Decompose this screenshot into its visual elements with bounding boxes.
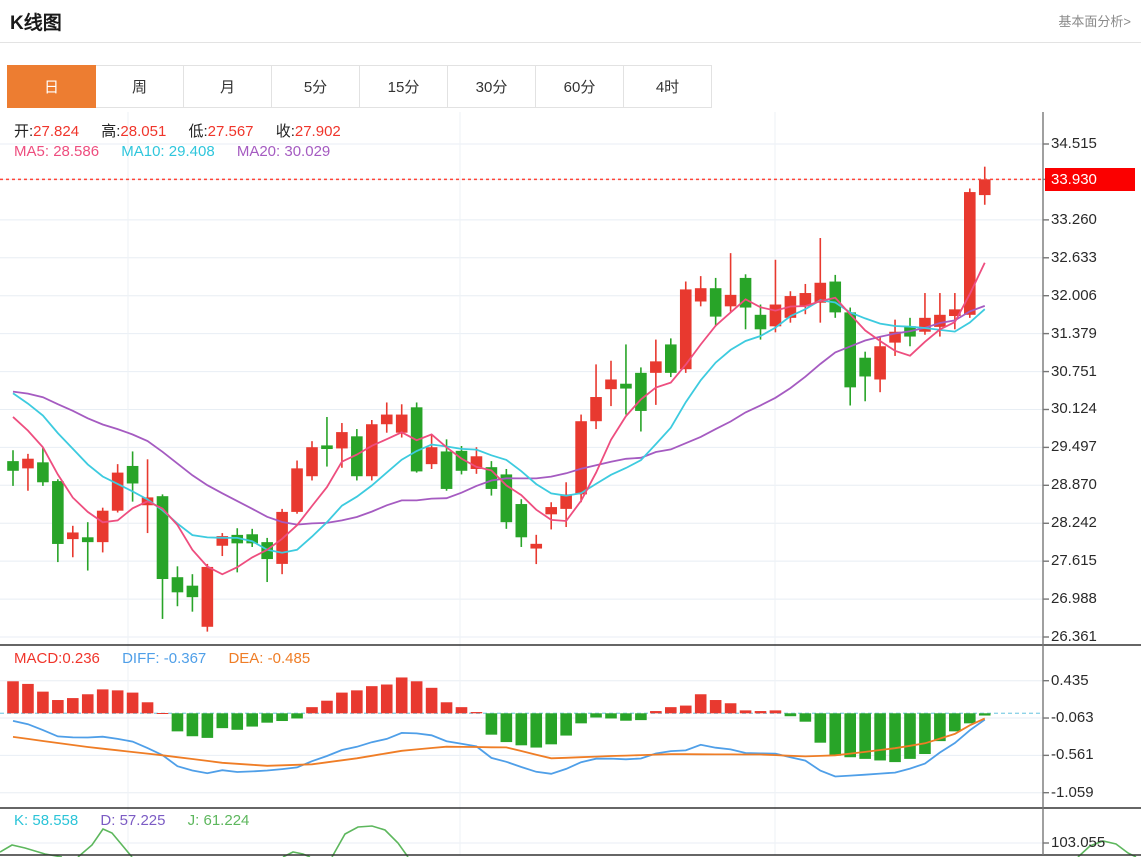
tab-月[interactable]: 月 [183,65,272,108]
ma5-label: MA5: [14,143,50,160]
current-price-chip: 33.930 [1045,168,1135,192]
j-line [77,827,133,857]
price-tick-label: 32.633 [1051,248,1097,266]
tab-4时[interactable]: 4时 [623,65,712,108]
k-value: 58.558 [32,812,79,829]
ma20-line [12,305,986,526]
macd-tick-label: -0.063 [1051,709,1094,727]
close-label: 收: [275,123,295,140]
open-value: 27.824 [33,123,80,140]
macd-tick-label: -1.059 [1051,783,1094,801]
j-value: 61.224 [203,812,250,829]
price-tick-label: 29.497 [1051,438,1097,456]
dea-label: DEA: [228,650,264,667]
candles-group [7,166,991,632]
page-title: K线图 [10,13,62,34]
period-tabbar: 日周月 5分 15分 30分 60分 4时 [7,65,712,108]
dea-value: -0.485 [267,650,311,667]
price-tick-label: 34.515 [1051,135,1097,152]
diff-label: DIFF: [122,650,160,667]
kdj-tick-label: 103.055 [1051,834,1106,851]
high-label: 高: [101,123,121,140]
price-tick-label: 26.988 [1051,590,1097,608]
price-tick-label: 27.615 [1051,552,1097,570]
price-tick-label: 26.361 [1051,628,1097,645]
price-tick-label: 28.870 [1051,476,1097,494]
tab-30分[interactable]: 30分 [447,65,536,108]
macd-tick-label: -0.561 [1051,746,1094,764]
d-value: 57.225 [119,812,166,829]
k-label: K: [14,812,29,829]
d-label: D: [100,812,116,829]
tab-周[interactable]: 周 [95,65,184,108]
price-tick-label: 30.751 [1051,362,1097,380]
j-label: J: [187,812,200,829]
ma10-value: 29.408 [168,143,215,160]
price-tick-label: 30.124 [1051,400,1097,418]
price-tick-label: 32.006 [1051,286,1097,304]
ma20-label: MA20: [236,143,281,160]
price-tick-label: 28.242 [1051,514,1097,532]
ma5-line [12,262,986,576]
price-tick-label: 31.379 [1051,324,1097,342]
macd-label: MACD: [14,650,63,667]
dea-line [12,717,986,767]
tab-15分[interactable]: 15分 [359,65,448,108]
tab-5分[interactable]: 5分 [271,65,360,108]
ma5-value: 28.586 [53,143,100,160]
ma10-label: MA10: [121,143,165,160]
tab-日[interactable]: 日 [7,65,96,108]
low-label: 低: [188,123,208,140]
j-line [331,825,409,857]
ma20-value: 30.029 [284,143,331,160]
macd-value: 0.236 [62,650,100,667]
low-value: 27.567 [207,123,254,140]
tab-60分[interactable]: 60分 [535,65,624,108]
title-divider [0,42,1141,43]
fundamental-analysis-link[interactable]: 基本面分析> [1058,14,1131,29]
kdj-readout: K: 58.558 D: 57.225 J: 61.224 [14,812,249,829]
diff-line [12,718,986,778]
diff-value: -0.367 [163,650,207,667]
ohlc-readout: 开:27.824 高:28.051 低:27.567 收:27.902 [14,120,341,141]
ma-readout: MA5: 28.586 MA10: 29.408 MA20: 30.029 [14,143,330,160]
j-line [1077,840,1137,857]
price-tick-label: 33.260 [1051,210,1097,228]
close-value: 27.902 [294,123,341,140]
macd-tick-label: 0.435 [1051,671,1089,689]
high-value: 28.051 [120,123,167,140]
macd-readout: MACD:0.236 DIFF: -0.367 DEA: -0.485 [14,650,310,667]
open-label: 开: [14,123,34,140]
